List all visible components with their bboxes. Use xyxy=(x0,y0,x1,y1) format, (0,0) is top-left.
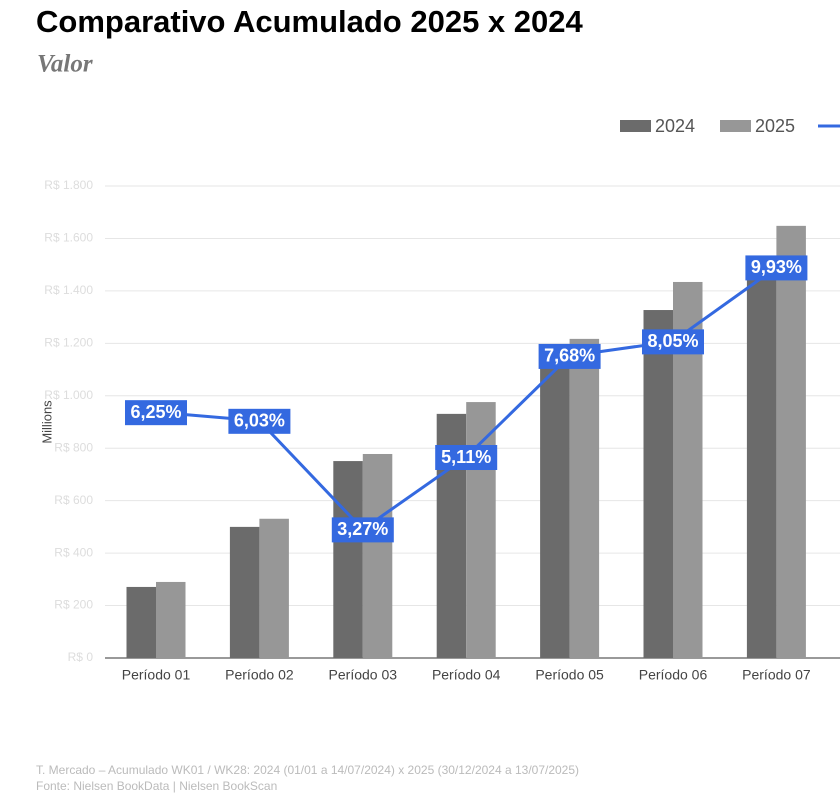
data-label-box xyxy=(331,517,394,543)
y-tick-label: R$ 1.200 xyxy=(44,336,93,350)
y-tick-label: R$ 1.400 xyxy=(44,283,93,297)
data-label: 9,93% xyxy=(751,257,802,277)
bar xyxy=(643,310,673,658)
footnote: Fonte: Nielsen BookData | Nielsen BookSc… xyxy=(36,779,277,793)
y-tick-label: R$ 1.800 xyxy=(44,178,93,192)
bar xyxy=(466,402,496,658)
data-label: 6,25% xyxy=(130,402,181,422)
bar xyxy=(259,518,289,658)
legend-swatch xyxy=(720,120,751,132)
bar xyxy=(362,453,393,658)
data-label: 5,11% xyxy=(441,447,491,467)
y-tick-label: R$ 600 xyxy=(54,493,93,507)
bar xyxy=(229,526,260,658)
data-label-box xyxy=(745,255,808,281)
legend-label: 2024 xyxy=(655,116,695,136)
data-label: 8,05% xyxy=(647,331,698,351)
data-label: 6,03% xyxy=(234,411,285,431)
y-tick-label: R$ 800 xyxy=(54,440,93,454)
x-tick-label: Período 05 xyxy=(535,667,604,683)
x-tick-label: Período 06 xyxy=(639,667,708,683)
data-label-box xyxy=(125,400,187,426)
footnote: T. Mercado – Acumulado WK01 / WK28: 2024… xyxy=(36,763,579,777)
data-label-box xyxy=(228,408,291,434)
bar xyxy=(540,361,570,658)
chart-title: Comparativo Acumulado 2025 x 2024 xyxy=(36,4,583,39)
x-tick-label: Período 03 xyxy=(329,667,398,683)
y-tick-label: R$ 0 xyxy=(68,650,94,664)
x-tick-label: Período 07 xyxy=(742,667,811,683)
x-tick-label: Período 04 xyxy=(432,667,501,683)
data-label-box xyxy=(642,329,704,355)
x-tick-label: Período 01 xyxy=(122,667,191,683)
y-tick-label: R$ 200 xyxy=(54,598,93,612)
y-axis-label: Millions xyxy=(39,400,54,444)
bar xyxy=(569,338,600,658)
y-tick-label: R$ 1.600 xyxy=(44,231,93,245)
bar xyxy=(156,581,186,658)
data-label-box xyxy=(538,343,601,369)
y-tick-label: R$ 400 xyxy=(54,545,93,559)
legend-label: 2025 xyxy=(755,116,795,136)
x-tick-label: Período 02 xyxy=(225,667,294,683)
chart-subtitle: Valor xyxy=(37,51,93,78)
bar xyxy=(333,461,363,658)
data-label: 7,68% xyxy=(544,346,595,366)
data-label: 3,27% xyxy=(337,519,388,539)
bar xyxy=(746,264,777,658)
bar xyxy=(126,586,156,658)
y-tick-label: R$ 1.000 xyxy=(44,388,93,402)
data-label-box xyxy=(435,445,498,471)
legend-swatch xyxy=(620,120,651,132)
bar xyxy=(776,225,806,658)
